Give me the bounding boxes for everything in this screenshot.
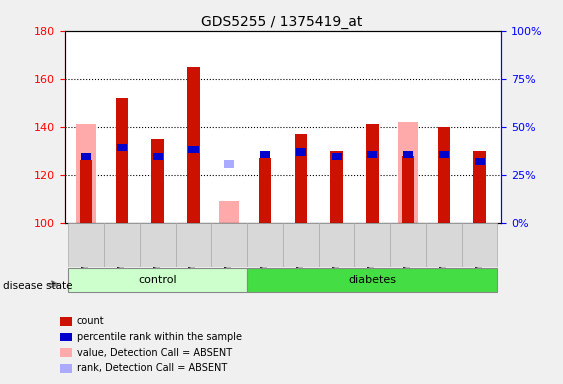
Text: count: count	[77, 316, 105, 326]
Bar	[437, 127, 450, 223]
Bar	[68, 268, 247, 293]
Bar	[60, 317, 72, 326]
Bar	[211, 223, 247, 267]
Bar	[220, 201, 239, 223]
Bar	[116, 98, 128, 223]
Bar	[330, 151, 343, 223]
Bar	[140, 223, 176, 267]
Bar	[402, 156, 414, 223]
Bar	[294, 134, 307, 223]
Bar	[403, 151, 413, 158]
Bar	[367, 151, 377, 158]
Bar	[247, 268, 498, 293]
Text: diabetes: diabetes	[348, 275, 396, 285]
Bar	[332, 153, 342, 161]
Bar	[60, 333, 72, 341]
Bar	[247, 223, 283, 267]
Bar	[473, 151, 486, 223]
Text: control: control	[138, 275, 177, 285]
Bar	[283, 223, 319, 267]
Bar	[462, 223, 498, 267]
Text: percentile rank within the sample: percentile rank within the sample	[77, 332, 242, 342]
Bar	[260, 151, 270, 158]
Text: rank, Detection Call = ABSENT: rank, Detection Call = ABSENT	[77, 363, 227, 373]
Bar	[403, 151, 413, 158]
Text: value, Detection Call = ABSENT: value, Detection Call = ABSENT	[77, 348, 232, 358]
Bar	[366, 124, 378, 223]
Bar	[176, 223, 211, 267]
Bar	[475, 158, 485, 165]
Bar	[68, 223, 104, 267]
Bar	[153, 153, 163, 161]
Bar	[259, 158, 271, 223]
Bar	[390, 223, 426, 267]
Bar	[77, 124, 96, 223]
Bar	[60, 349, 72, 357]
Text: GDS5255 / 1375419_at: GDS5255 / 1375419_at	[201, 15, 362, 29]
Bar	[355, 223, 390, 267]
Bar	[81, 153, 91, 161]
Bar	[398, 122, 418, 223]
Bar	[104, 223, 140, 267]
Bar	[296, 148, 306, 156]
Bar	[151, 139, 164, 223]
Bar	[319, 223, 355, 267]
Bar	[189, 146, 199, 153]
Bar	[80, 161, 92, 223]
Text: disease state: disease state	[3, 281, 72, 291]
Bar	[81, 153, 91, 161]
Bar	[439, 151, 449, 158]
Bar	[426, 223, 462, 267]
Bar	[224, 161, 234, 167]
Bar	[187, 67, 200, 223]
Bar	[60, 364, 72, 372]
Bar	[117, 144, 127, 151]
